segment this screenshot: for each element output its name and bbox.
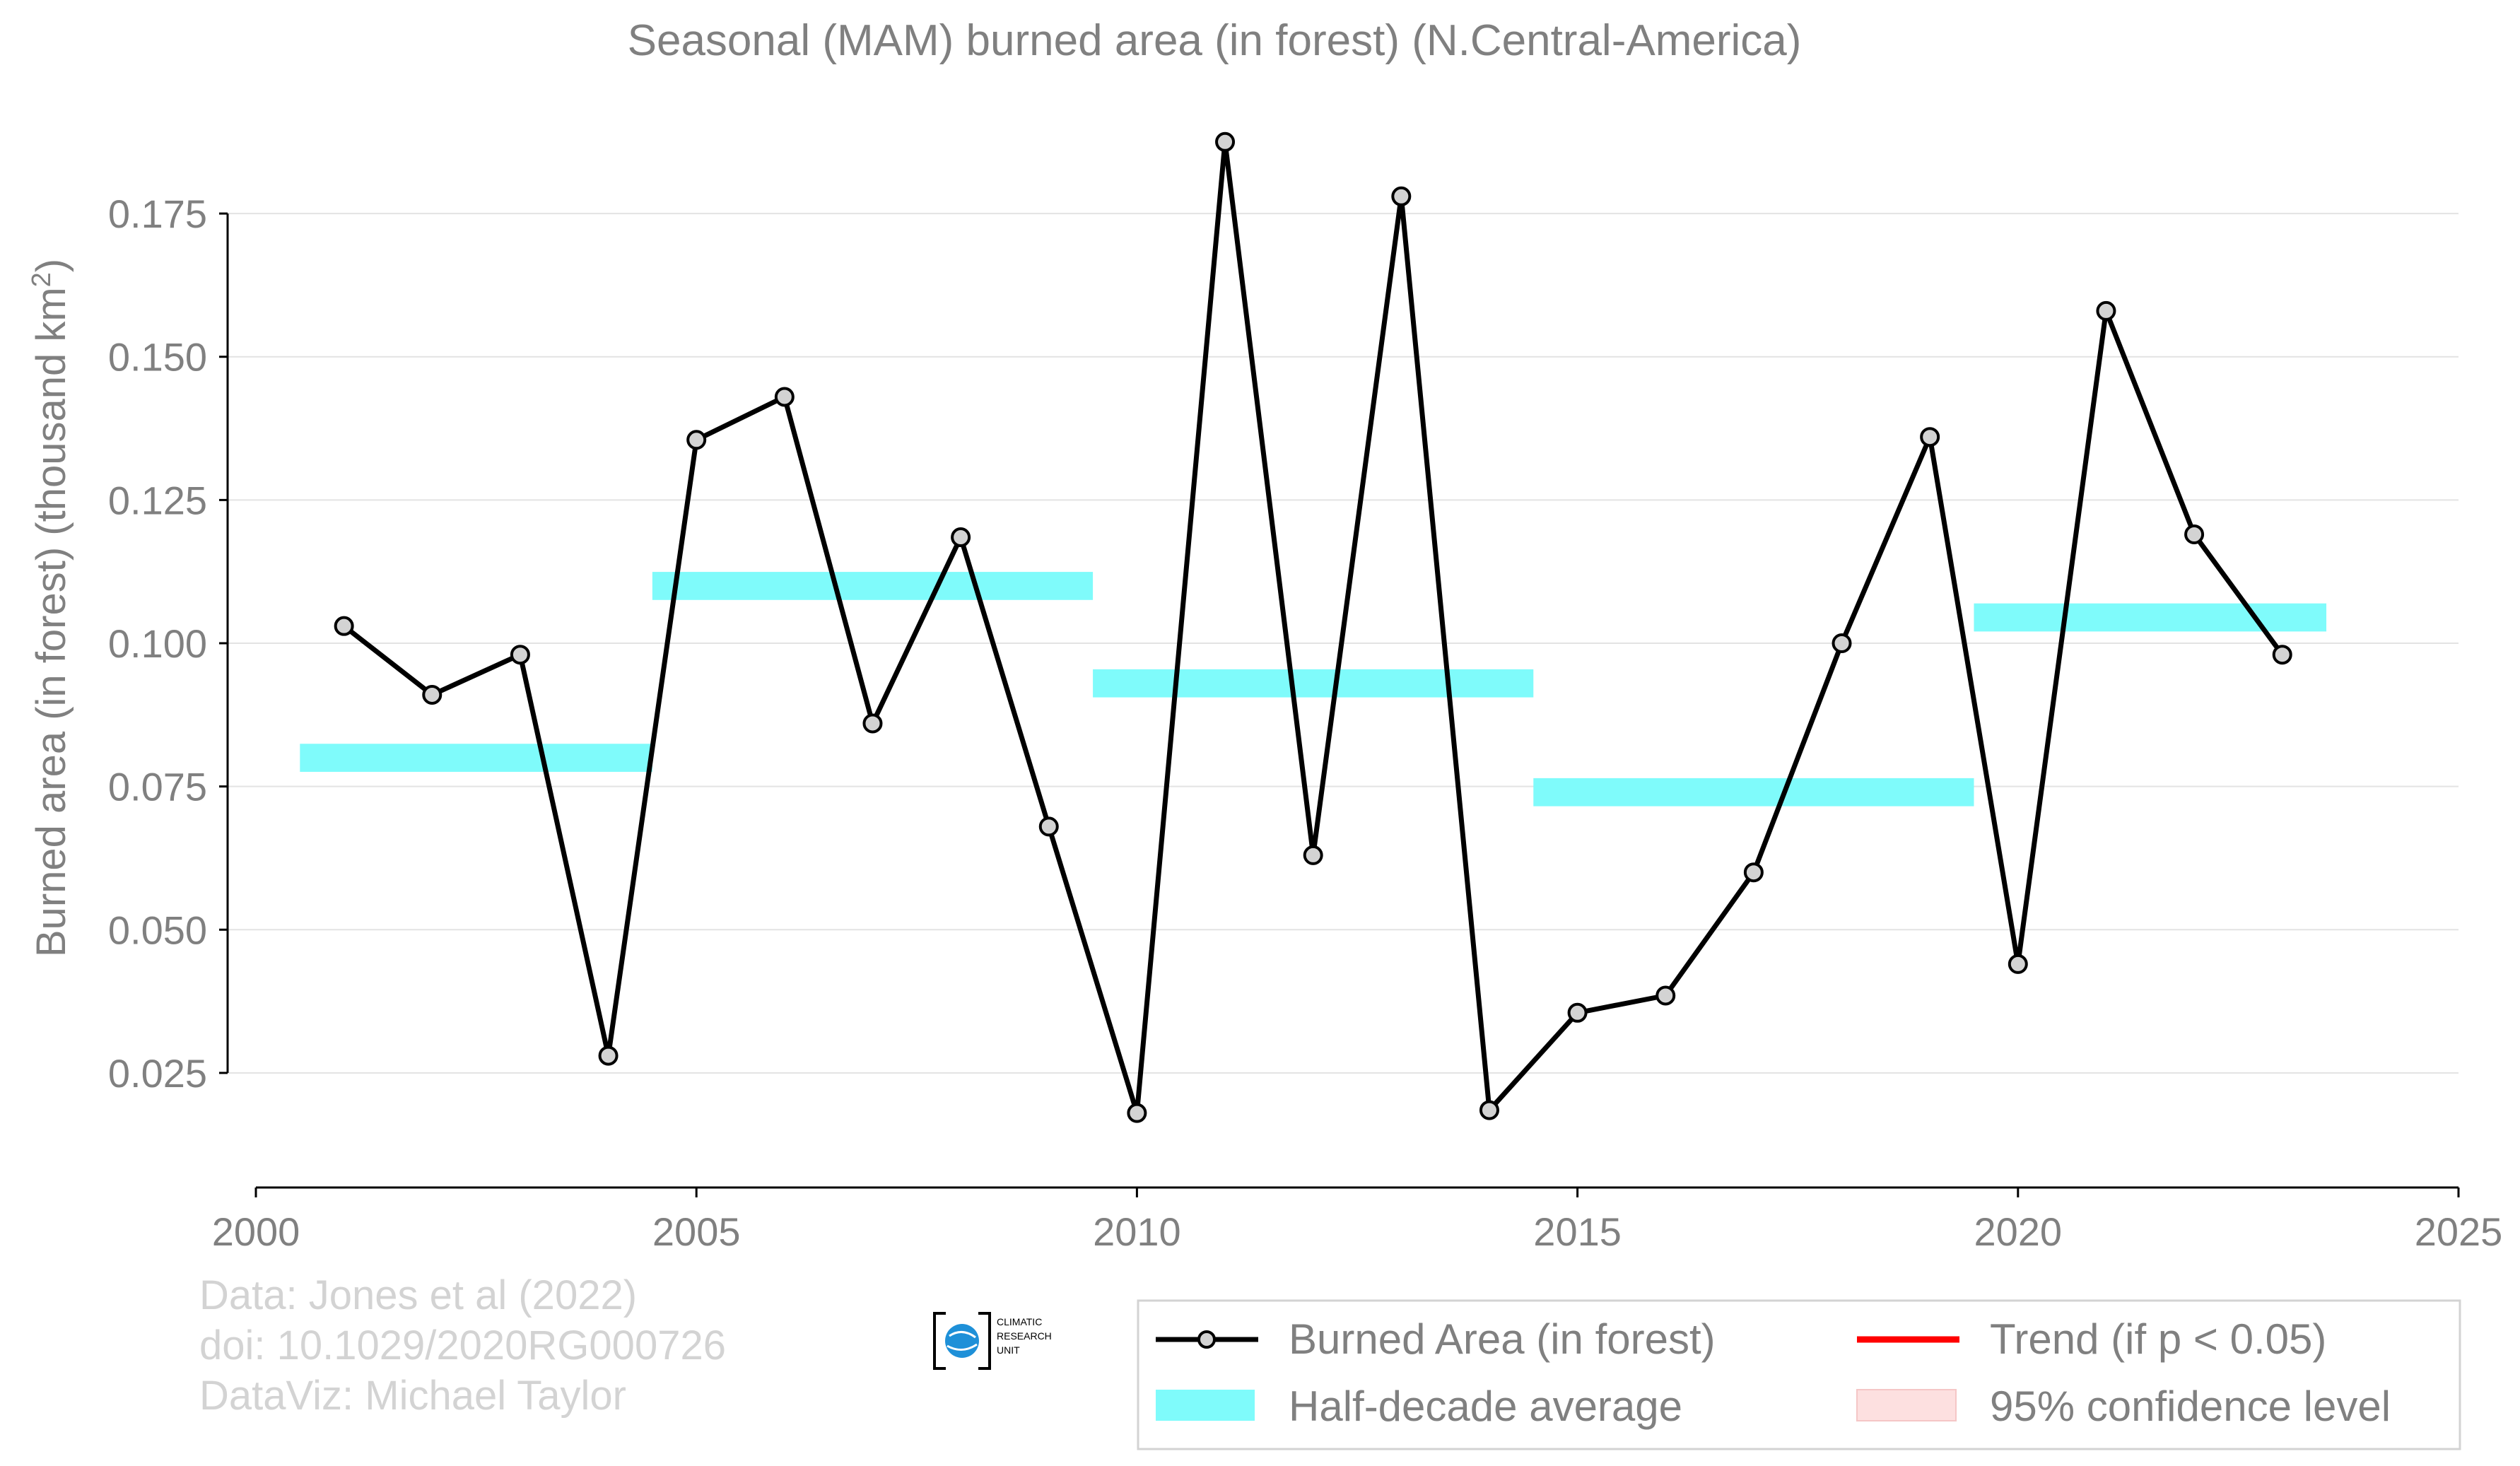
y-tick-label: 0.100	[108, 621, 207, 666]
half-decade-average-bar	[1093, 669, 1534, 698]
data-point	[1655, 985, 1676, 1006]
credit-doi: doi: 10.1029/2020RG000726	[199, 1323, 726, 1368]
y-axis-label-end: )	[28, 259, 74, 272]
data-point	[1303, 845, 1323, 865]
data-point	[2096, 300, 2116, 321]
y-tick-label: 0.075	[108, 765, 207, 809]
data-point	[1743, 862, 1764, 883]
data-point	[686, 430, 707, 450]
x-tick-label: 2010	[1093, 1209, 1181, 1254]
logo-line-1: CLIMATIC	[997, 1316, 1042, 1327]
data-point	[2008, 954, 2028, 974]
legend-label-trend: Trend (if p < 0.05)	[1990, 1315, 2326, 1363]
grid-lines	[228, 213, 2459, 1074]
data-point	[1127, 1103, 1147, 1123]
data-point	[774, 387, 795, 407]
half-decade-average-bar	[1533, 778, 1974, 807]
y-axis-label-main: Burned area (in forest) (thousand km	[28, 287, 74, 957]
y-tick-label: 0.175	[108, 192, 207, 236]
legend-label-half-decade: Half-decade average	[1289, 1383, 1682, 1430]
cru-logo: CLIMATIC RESEARCH UNIT	[933, 1312, 1052, 1370]
legend-label-burned-area: Burned Area (in forest)	[1289, 1315, 1716, 1363]
y-tick-label: 0.025	[108, 1051, 207, 1096]
data-point	[1832, 633, 1852, 653]
data-point	[1479, 1100, 1499, 1120]
data-point	[598, 1045, 619, 1066]
half-decade-average-bar	[652, 572, 1094, 600]
legend-item-confidence: 95% confidence level	[1856, 1383, 2391, 1430]
data-point	[862, 713, 883, 734]
data-point	[1567, 1002, 1588, 1023]
y-axis: 0.025 0.050 0.075 0.100 0.125 0.150 0.175	[108, 192, 229, 1096]
globe-icon	[945, 1324, 979, 1358]
x-tick-label: 2000	[212, 1209, 300, 1254]
y-tick-label: 0.050	[108, 908, 207, 952]
y-tick-label: 0.125	[108, 478, 207, 522]
legend: Burned Area (in forest) Trend (if p < 0.…	[1137, 1299, 2461, 1450]
logo-line-3: UNIT	[997, 1344, 1020, 1356]
legend-item-half-decade: Half-decade average	[1156, 1383, 1682, 1430]
x-tick-label: 2015	[1533, 1209, 1622, 1254]
data-point	[422, 684, 443, 705]
x-tick-label: 2025	[2415, 1209, 2503, 1254]
data-point	[334, 616, 354, 636]
data-point	[1038, 816, 1059, 837]
y-tick-label: 0.150	[108, 335, 207, 380]
y-axis-label-superscript: 2	[27, 272, 57, 287]
data-point	[1215, 131, 1236, 152]
x-axis: 2000 2005 2010 2015 2020 2025	[212, 1186, 2503, 1254]
data-point	[2184, 524, 2205, 544]
x-tick-label: 2005	[652, 1209, 741, 1254]
data-point	[510, 645, 530, 665]
credits: Data: Jones et al (2022) doi: 10.1029/20…	[199, 1272, 726, 1419]
legend-item-trend: Trend (if p < 0.05)	[1857, 1315, 2326, 1363]
data-point	[2272, 645, 2292, 665]
legend-item-burned-area: Burned Area (in forest)	[1156, 1315, 1716, 1363]
credit-dataviz: DataViz: Michael Taylor	[199, 1373, 626, 1419]
legend-label-confidence: 95% confidence level	[1990, 1383, 2391, 1430]
chart-title: Seasonal (MAM) burned area (in forest) (…	[628, 16, 1802, 65]
legend-frame	[1137, 1299, 2461, 1450]
credit-data-source: Data: Jones et al (2022)	[199, 1272, 637, 1318]
half-decade-average-bar	[1974, 603, 2327, 632]
y-axis-label: Burned area (in forest) (thousand km2)	[27, 259, 74, 957]
data-point	[1391, 186, 1412, 206]
series-burned-area	[334, 131, 2292, 1123]
data-point	[951, 527, 971, 548]
half-decade-average-bands	[300, 572, 2327, 807]
data-point	[1920, 427, 1940, 447]
x-tick-label: 2020	[1974, 1209, 2063, 1254]
logo-line-2: RESEARCH	[997, 1330, 1052, 1342]
half-decade-average-bar	[300, 744, 652, 772]
